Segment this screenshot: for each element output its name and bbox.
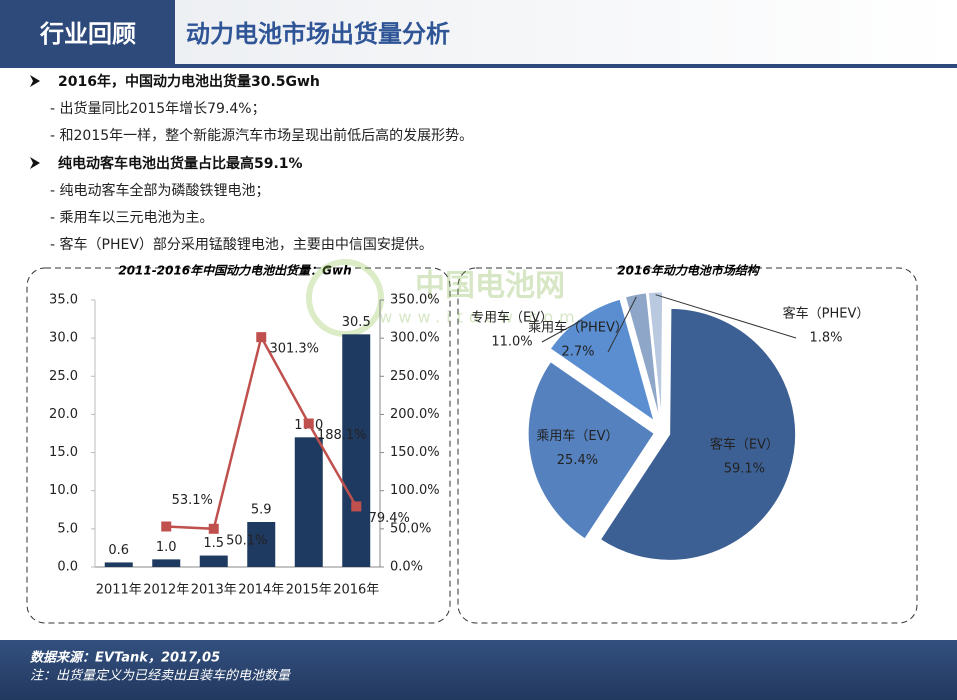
x-tick-label: 2012年 (143, 583, 189, 598)
pie-slice (624, 292, 660, 419)
footer-source: 数据来源：EVTank，2017,05 (30, 650, 220, 666)
pie-value-label: 25.4% (557, 453, 598, 468)
leader-line (655, 294, 797, 339)
chart-title: 2011-2016年中国动力电池出货量：Gwh (118, 264, 351, 278)
y-tick-label: 30.0 (49, 331, 78, 346)
header-section-box (0, 0, 175, 66)
bullet-item: - 纯电动客车全部为磷酸铁锂电池； (50, 182, 270, 199)
bullet-item: - 和2015年一样，整个新能源汽车市场呈现出前低后高的发展形势。 (50, 127, 473, 144)
data-label: 5.9 (251, 502, 272, 517)
y2-tick-label: 50.0% (390, 521, 431, 536)
data-label: 188.1% (317, 428, 367, 443)
bullet-icon (30, 157, 40, 169)
watermark-url: www.itdcw.com (379, 308, 580, 327)
y2-tick-label: 150.0% (390, 445, 440, 460)
bullet: 2016年，中国动力电池出货量30.5Gwh (58, 73, 320, 90)
leader-line (607, 296, 637, 353)
bullet-icon (30, 75, 40, 87)
pie-value-label: 2.7% (561, 345, 594, 360)
pie-slice (549, 298, 655, 422)
bar (342, 334, 371, 567)
pie-value-label: 1.8% (809, 331, 842, 346)
pie-value-label: 59.1% (724, 462, 765, 477)
chart-frame (457, 267, 918, 624)
charts: 0.0 5.0 10.0 15.0 20.0 25.0 30.0 35.0 0.0% 50.0% 1… (49, 291, 870, 598)
bullet: 纯电动客车电池出货量占比最高59.1% (58, 155, 303, 172)
line-marker (256, 332, 267, 343)
data-label: 0.6 (108, 543, 129, 558)
header-section: 行业回顾 (39, 20, 136, 48)
y2-tick-label: 300.0% (390, 331, 440, 346)
pie-label: 乘用车（PHEV） (528, 320, 628, 336)
pie-label: 乘用车（EV） (536, 428, 618, 444)
data-label: 50.1% (226, 533, 267, 548)
y2-tick-label: 100.0% (390, 483, 440, 498)
x-tick-label: 2011年 (96, 583, 142, 598)
pie-slice (527, 360, 655, 540)
y2-tick-label: 0.0% (390, 560, 423, 575)
y-tick-label: 35.0 (49, 293, 78, 308)
y-tick-label: 15.0 (49, 445, 78, 460)
data-label: 301.3% (269, 342, 319, 357)
chart-title: 2016年动力电池市场结构 (617, 264, 760, 278)
x-tick-label: 2013年 (191, 583, 237, 598)
pie-label: 专用车（EV） (471, 310, 553, 326)
header-rule (0, 64, 957, 68)
bullet-item: - 乘用车以三元电池为主。 (50, 209, 214, 226)
data-label: 79.4% (369, 511, 410, 526)
y-tick-label: 20.0 (49, 407, 78, 422)
line-marker (208, 523, 219, 534)
y-tick-label: 25.0 (49, 369, 78, 384)
footer-bg (0, 640, 957, 700)
bar (104, 562, 133, 567)
line-marker (161, 521, 172, 532)
data-label: 1.5 (203, 536, 224, 551)
y2-tick-label: 200.0% (390, 407, 440, 422)
bullet-item: - 出货量同比2015年增长79.4%； (50, 100, 266, 117)
data-label: 30.5 (342, 315, 371, 330)
pie-slice (647, 291, 664, 419)
data-label: 53.1% (172, 493, 213, 508)
pie-label: 客车（EV） (710, 437, 779, 453)
x-tick-label: 2015年 (286, 583, 332, 598)
watermark-name: 中国电池网 (415, 269, 565, 304)
x-tick-label: 2016年 (333, 583, 379, 598)
watermark-logo (306, 259, 384, 337)
leader-line (541, 319, 583, 343)
y-tick-label: 0.0 (57, 560, 78, 575)
bar (152, 559, 181, 567)
footer-note: 注：出货量定义为已经卖出且装车的电池数量 (30, 668, 292, 684)
x-tick-label: 2014年 (238, 583, 284, 598)
pie-label: 客车（PHEV） (783, 306, 870, 322)
y-tick-label: 5.0 (57, 521, 78, 536)
watermark: 中国电池网 www.itdcw.com (306, 259, 580, 337)
bar (247, 521, 276, 567)
line-marker (303, 418, 314, 429)
y-tick-label: 10.0 (49, 483, 78, 498)
bullet-item: - 客车（PHEV）部分采用锰酸锂电池，主要由中信国安提供。 (50, 236, 433, 253)
pie-slice (599, 307, 797, 561)
bar (294, 437, 323, 567)
pie-value-label: 11.0% (491, 335, 532, 350)
header-title: 动力电池市场出货量分析 (186, 20, 450, 48)
y2-tick-label: 250.0% (390, 369, 440, 384)
line-marker (351, 501, 362, 512)
bar (199, 555, 228, 567)
data-label: 1.0 (156, 540, 177, 555)
chart-frame (26, 267, 451, 624)
y2-tick-label: 350.0% (390, 293, 440, 308)
